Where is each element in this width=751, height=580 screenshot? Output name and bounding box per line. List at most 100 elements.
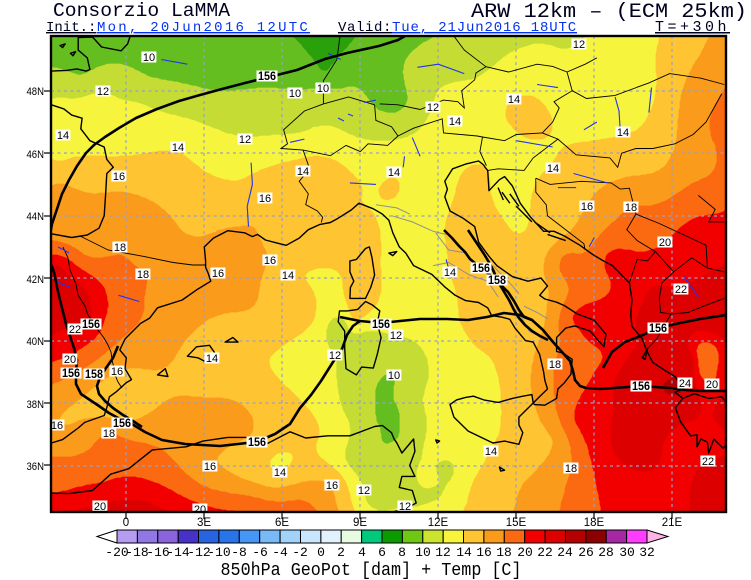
svg-text:156: 156: [372, 319, 390, 331]
svg-text:22: 22: [675, 284, 687, 296]
svg-text:0: 0: [317, 545, 325, 560]
svg-text:14: 14: [617, 127, 629, 139]
svg-text:Mon, 20Jun2016 12UTC: Mon, 20Jun2016 12UTC: [97, 20, 310, 36]
svg-text:18: 18: [549, 359, 561, 371]
svg-text:10: 10: [143, 52, 155, 64]
svg-text:32: 32: [639, 545, 655, 560]
svg-text:12: 12: [239, 134, 251, 146]
svg-text:48N: 48N: [27, 86, 45, 98]
svg-text:156: 156: [248, 437, 266, 449]
svg-text:24: 24: [557, 545, 573, 560]
svg-text:44N: 44N: [27, 211, 45, 223]
svg-text:158: 158: [85, 369, 104, 381]
svg-text:Consorzio LaMMA: Consorzio LaMMA: [53, 0, 231, 22]
svg-text:3E: 3E: [197, 517, 211, 529]
svg-text:-8: -8: [231, 545, 247, 560]
svg-text:14: 14: [172, 142, 184, 154]
svg-text:12: 12: [390, 330, 402, 342]
svg-text:6E: 6E: [275, 517, 289, 529]
svg-text:-12: -12: [187, 545, 210, 560]
svg-text:14: 14: [485, 446, 497, 458]
svg-text:12: 12: [427, 102, 439, 114]
svg-text:6: 6: [378, 545, 386, 560]
svg-text:T=+30h: T=+30h: [655, 19, 730, 36]
svg-text:20: 20: [194, 504, 206, 516]
svg-text:12: 12: [435, 545, 451, 560]
svg-text:40N: 40N: [27, 336, 45, 348]
svg-text:ARW 12km – (ECM 25km): ARW 12km – (ECM 25km): [471, 1, 747, 24]
svg-text:Valid:: Valid:: [338, 20, 392, 36]
svg-text:14: 14: [57, 130, 69, 142]
svg-text:20: 20: [94, 501, 106, 513]
svg-text:36N: 36N: [27, 461, 45, 473]
svg-text:156: 156: [113, 418, 131, 430]
svg-text:-16: -16: [146, 545, 169, 560]
svg-text:10: 10: [415, 545, 431, 560]
svg-text:20: 20: [659, 237, 671, 249]
svg-text:24: 24: [679, 378, 691, 390]
svg-text:12E: 12E: [428, 517, 449, 529]
svg-text:18: 18: [137, 269, 149, 281]
svg-text:15E: 15E: [506, 517, 527, 529]
svg-text:-6: -6: [252, 545, 268, 560]
svg-text:22: 22: [702, 456, 714, 468]
svg-text:14: 14: [444, 267, 456, 279]
svg-text:156: 156: [62, 368, 80, 380]
svg-text:16: 16: [264, 255, 276, 267]
svg-text:14: 14: [206, 353, 218, 365]
svg-text:16: 16: [111, 366, 123, 378]
svg-text:22: 22: [537, 545, 553, 560]
svg-text:14: 14: [388, 167, 400, 179]
svg-text:16: 16: [326, 480, 338, 492]
svg-text:-14: -14: [166, 545, 190, 560]
svg-text:10: 10: [388, 370, 400, 382]
svg-text:18: 18: [114, 242, 126, 254]
svg-text:16: 16: [212, 268, 224, 280]
svg-text:14: 14: [456, 545, 472, 560]
svg-text:-18: -18: [125, 545, 148, 560]
svg-text:28: 28: [598, 545, 614, 560]
svg-text:12: 12: [399, 501, 411, 513]
svg-text:0: 0: [123, 517, 129, 529]
svg-text:156: 156: [649, 323, 667, 335]
svg-text:14: 14: [274, 467, 286, 479]
svg-text:22: 22: [69, 324, 81, 336]
svg-text:16: 16: [204, 461, 216, 473]
svg-text:16: 16: [476, 545, 492, 560]
svg-text:-4: -4: [272, 545, 288, 560]
svg-text:20: 20: [706, 379, 718, 391]
svg-text:12: 12: [573, 39, 585, 51]
svg-text:12: 12: [97, 86, 109, 98]
svg-text:-10: -10: [207, 545, 230, 560]
svg-text:14: 14: [297, 166, 309, 178]
svg-text:20: 20: [517, 545, 533, 560]
svg-text:10: 10: [289, 88, 301, 100]
svg-text:16: 16: [51, 420, 63, 432]
svg-text:156: 156: [472, 263, 490, 275]
svg-text:12: 12: [358, 485, 370, 497]
svg-text:18: 18: [496, 545, 512, 560]
svg-text:14: 14: [547, 163, 559, 175]
svg-text:26: 26: [578, 545, 594, 560]
svg-text:18: 18: [103, 428, 115, 440]
svg-text:2: 2: [337, 545, 345, 560]
svg-text:21E: 21E: [662, 517, 683, 529]
svg-text:-20: -20: [105, 545, 128, 560]
svg-text:42N: 42N: [27, 274, 45, 286]
svg-text:156: 156: [632, 381, 650, 393]
svg-text:16: 16: [259, 193, 271, 205]
svg-text:-2: -2: [292, 545, 308, 560]
svg-text:38N: 38N: [27, 399, 45, 411]
svg-text:16: 16: [113, 171, 125, 183]
svg-text:14: 14: [449, 116, 461, 128]
svg-text:158: 158: [488, 275, 507, 287]
svg-text:Init.:: Init.:: [46, 20, 96, 36]
svg-text:18: 18: [625, 202, 637, 214]
svg-text:14: 14: [282, 270, 294, 282]
svg-text:Tue, 21Jun2016 18UTC: Tue, 21Jun2016 18UTC: [392, 20, 577, 36]
svg-text:156: 156: [82, 319, 100, 331]
svg-text:30: 30: [619, 545, 635, 560]
svg-text:156: 156: [258, 71, 276, 83]
svg-text:46N: 46N: [27, 149, 45, 161]
svg-text:18: 18: [565, 463, 577, 475]
